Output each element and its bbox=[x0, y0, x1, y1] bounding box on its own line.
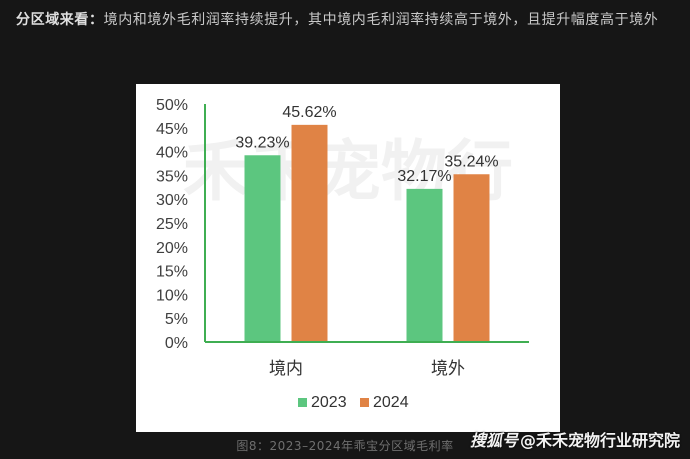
chart-card: 禾禾宠物行 0% 5% 10% 15% 20% 25% 30% 35% 40% 45% 50% 39.2… bbox=[136, 84, 560, 432]
legend-label: 2024 bbox=[373, 394, 409, 411]
source-watermark: 搜狐号 @禾禾宠物行业研究院 bbox=[470, 427, 680, 451]
bar bbox=[453, 174, 490, 342]
bar-chart: 禾禾宠物行0%5%10%15%20%25%30%35%40%45%50%39.2… bbox=[156, 97, 529, 411]
legend-swatch bbox=[298, 398, 307, 407]
sohu-logo: 搜狐号 bbox=[469, 431, 518, 450]
y-tick-label: 5% bbox=[165, 311, 188, 328]
bar bbox=[406, 188, 443, 342]
y-tick-label: 30% bbox=[156, 192, 188, 209]
y-tick-label: 0% bbox=[165, 335, 188, 352]
y-tick-label: 45% bbox=[156, 121, 188, 138]
x-category-label: 境外 bbox=[431, 359, 465, 379]
bar bbox=[244, 155, 281, 342]
data-label: 39.23% bbox=[235, 134, 289, 151]
x-category-label: 境内 bbox=[269, 359, 303, 379]
y-tick-label: 35% bbox=[156, 168, 188, 185]
y-tick-label: 25% bbox=[156, 216, 188, 233]
data-label: 35.24% bbox=[444, 153, 498, 170]
y-tick-label: 10% bbox=[156, 287, 188, 304]
y-tick-label: 40% bbox=[156, 145, 188, 162]
intro-text: 境内和境外毛利润率持续提升，其中境内毛利润率持续高于境外，且提升幅度高于境外 bbox=[103, 12, 659, 28]
y-tick-label: 50% bbox=[156, 97, 188, 114]
intro-paragraph: 分区域来看：境内和境外毛利润率持续提升，其中境内毛利润率持续高于境外，且提升幅度… bbox=[16, 8, 680, 32]
y-tick-label: 15% bbox=[156, 264, 188, 281]
data-label: 45.62% bbox=[282, 104, 336, 121]
data-label: 32.17% bbox=[397, 168, 451, 185]
y-tick-label: 20% bbox=[156, 240, 188, 257]
figure-caption: 图8：2023–2024年乖宝分区域毛利率 bbox=[236, 439, 454, 453]
bar bbox=[291, 124, 328, 342]
watermark-text: @禾禾宠物行业研究院 bbox=[519, 431, 680, 450]
legend-label: 2023 bbox=[311, 394, 347, 411]
legend-swatch bbox=[360, 398, 369, 407]
intro-lead: 分区域来看： bbox=[16, 12, 104, 28]
